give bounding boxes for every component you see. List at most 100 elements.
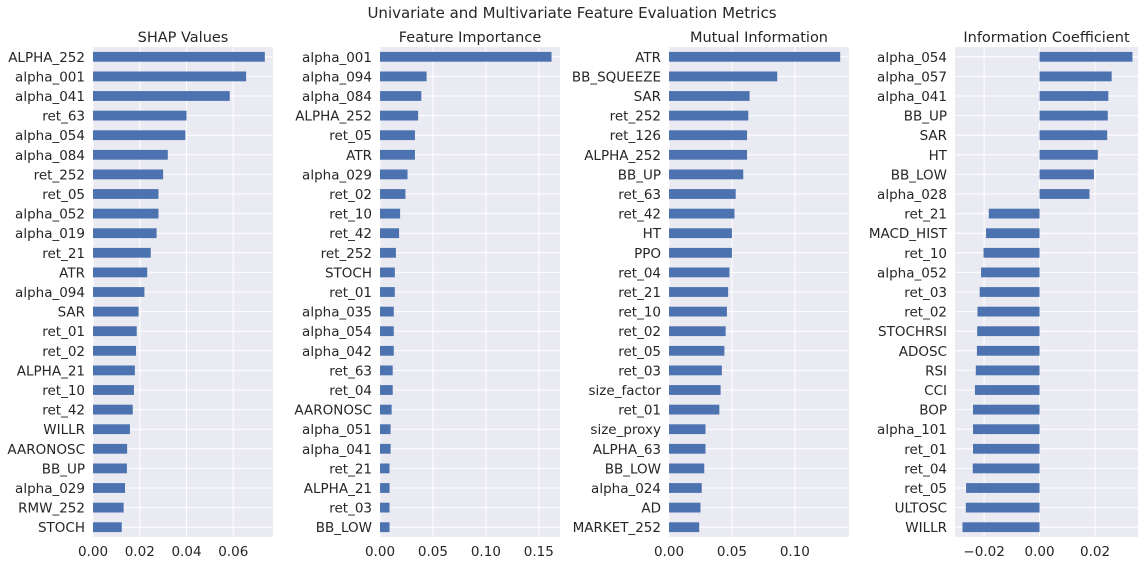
category-label: AD — [641, 501, 661, 517]
bar — [380, 424, 391, 435]
bar — [380, 522, 390, 533]
category-label: alpha_029 — [15, 481, 85, 497]
bar — [93, 267, 148, 278]
category-label: ret_63 — [329, 363, 372, 379]
bar — [669, 306, 727, 317]
bar — [93, 169, 164, 180]
category-label: RMW_252 — [18, 501, 85, 517]
bar — [1039, 189, 1090, 199]
bar — [380, 443, 391, 454]
bar — [1039, 51, 1133, 62]
category-label: ret_02 — [904, 305, 947, 321]
category-label: ret_21 — [904, 207, 947, 223]
category-label: ULTOSC — [895, 501, 947, 517]
category-label: AARONOSC — [294, 403, 372, 419]
category-label: HT — [929, 148, 948, 164]
bar — [93, 51, 265, 62]
bar — [380, 306, 394, 317]
bar — [988, 208, 1040, 219]
bar — [380, 130, 415, 141]
category-label: STOCHRSI — [878, 324, 947, 340]
category-label: ret_02 — [329, 187, 372, 203]
bar — [669, 130, 748, 141]
bar — [1039, 71, 1112, 82]
bar — [380, 51, 552, 62]
category-label: ALPHA_21 — [304, 481, 372, 497]
chart-panel-2: alpha_001 alpha_094 alpha_084 ALPHA_252 ret_… — [294, 30, 560, 560]
bar — [380, 267, 395, 278]
bar — [93, 228, 157, 239]
category-label: alpha_024 — [591, 481, 661, 497]
category-label: alpha_041 — [877, 89, 947, 105]
bar — [380, 287, 395, 297]
chart-panel-1: ALPHA_252 alpha_001 alpha_041 ret_63 alpha_0… — [7, 30, 273, 560]
bar — [975, 365, 1040, 376]
category-label: ret_05 — [904, 481, 947, 497]
category-label: ret_04 — [329, 383, 372, 399]
category-label: ret_01 — [618, 403, 661, 419]
chart-panel-3: ATR BB_SQUEEZE SAR ret_252 ret_126 ALPHA_252 B… — [572, 30, 849, 560]
bar — [93, 502, 124, 513]
bar — [669, 365, 722, 376]
bar — [669, 149, 748, 160]
bar — [669, 267, 730, 278]
bar — [981, 267, 1040, 278]
chart-title: SHAP Values — [138, 30, 229, 46]
bar — [380, 169, 408, 180]
bar — [93, 130, 186, 141]
chart-panels: ALPHA_252alpha_001alpha_041ret_63alpha_0… — [7, 30, 1138, 560]
category-label: ret_10 — [42, 383, 85, 399]
bar — [669, 110, 749, 121]
bar — [1039, 91, 1109, 101]
bar — [380, 247, 396, 258]
bar — [669, 247, 732, 258]
bar — [962, 522, 1040, 533]
bar — [983, 247, 1040, 258]
bar — [669, 91, 750, 101]
bar — [669, 51, 841, 62]
bar — [973, 424, 1040, 435]
category-label: ret_42 — [42, 403, 85, 419]
bar — [93, 306, 139, 317]
bar — [669, 483, 702, 493]
category-label: ALPHA_252 — [295, 109, 372, 125]
category-label: alpha_041 — [15, 89, 85, 105]
bar — [669, 502, 701, 513]
category-label: size_factor — [589, 383, 662, 399]
category-label: alpha_028 — [877, 187, 947, 203]
category-label: PPO — [634, 246, 661, 262]
category-label: BB_LOW — [605, 461, 661, 477]
category-label: ret_42 — [618, 207, 661, 223]
x-tick-label: 0.00 — [365, 544, 395, 560]
category-label: ALPHA_252 — [8, 50, 85, 66]
category-label: RSI — [925, 363, 947, 379]
bar — [93, 287, 145, 297]
x-tick-label: 0.06 — [218, 544, 248, 560]
bar — [966, 483, 1040, 493]
category-label: alpha_094 — [15, 285, 85, 301]
category-label: ret_21 — [329, 461, 372, 477]
category-label: BB_SQUEEZE — [572, 69, 661, 85]
bar — [380, 71, 427, 82]
bar — [669, 208, 735, 219]
chart-title: Feature Importance — [399, 30, 542, 46]
category-label: ret_02 — [618, 324, 661, 340]
bar — [93, 522, 122, 533]
x-tick-label: −0.02 — [963, 544, 1004, 560]
bar — [93, 483, 126, 493]
bar — [93, 365, 135, 376]
category-label: ret_252 — [34, 167, 85, 183]
bar — [1039, 110, 1108, 121]
bar — [669, 345, 725, 356]
bar — [669, 189, 736, 199]
category-label: ret_04 — [618, 265, 661, 281]
x-tick-label: 0.00 — [78, 544, 108, 560]
bar — [974, 385, 1040, 395]
category-label: alpha_035 — [302, 305, 372, 321]
bar — [93, 443, 128, 454]
x-tick-label: 0.02 — [125, 544, 155, 560]
bar — [669, 71, 778, 82]
bar — [669, 385, 721, 395]
bar — [380, 463, 390, 474]
bar — [93, 424, 130, 435]
